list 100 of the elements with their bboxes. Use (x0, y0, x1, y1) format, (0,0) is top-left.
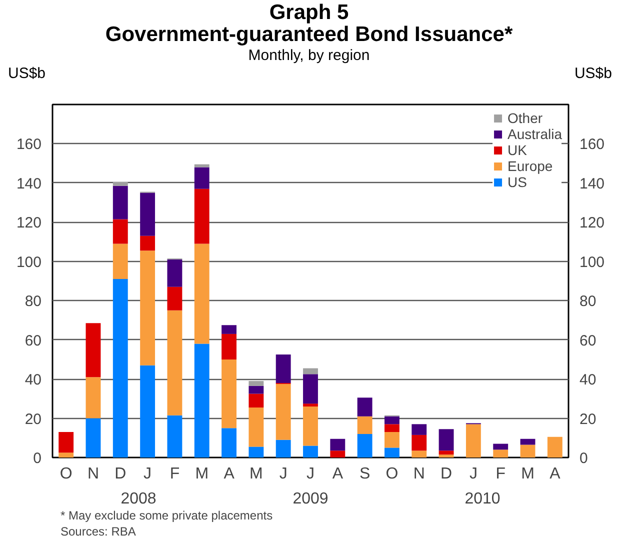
bar (222, 428, 236, 458)
bar (384, 432, 400, 448)
bar (438, 454, 454, 458)
x-tick-label: A (550, 466, 561, 482)
bar (140, 236, 156, 251)
bar (194, 164, 210, 168)
text: * May exclude some private placements (60, 508, 273, 522)
bar (276, 384, 291, 440)
x-tick-label: J (144, 466, 152, 482)
bar (384, 424, 400, 432)
bar (222, 325, 236, 334)
bar (248, 386, 264, 394)
bar (520, 438, 536, 445)
x-tick-label: O (386, 466, 398, 482)
bar (303, 446, 318, 458)
bar (248, 394, 264, 408)
bar (112, 279, 128, 458)
bar (167, 286, 182, 310)
y2-axis-title: US$b (574, 65, 612, 83)
bar (167, 259, 182, 287)
bar (357, 398, 372, 416)
bar (248, 407, 264, 447)
legend-label: Europe (508, 158, 553, 174)
x-tick-label: N (413, 466, 425, 482)
x-tick-label: D (114, 466, 126, 482)
x-tick-label: J (279, 466, 288, 482)
bar (384, 448, 400, 458)
bar (493, 444, 508, 450)
x-tick-label: A (224, 466, 235, 482)
bar (194, 344, 210, 458)
bar (167, 415, 182, 458)
text: 2010 (464, 490, 500, 508)
bar (194, 167, 210, 189)
y2-tick-label: 140 (580, 175, 605, 192)
y-tick-label: 60 (24, 332, 42, 350)
y-tick-label: 0 (33, 450, 42, 467)
bar (276, 440, 291, 458)
bar (112, 244, 128, 280)
legend-label: Australia (508, 126, 562, 142)
x-tick-label: O (60, 466, 72, 482)
chart-subtitle: Monthly, by region (247, 46, 371, 65)
bar (466, 424, 481, 458)
legend-label: US (508, 174, 528, 190)
y2-tick-label: 100 (580, 254, 605, 271)
bar (303, 374, 318, 404)
bar (438, 429, 454, 451)
bar (140, 192, 156, 236)
bar (86, 377, 101, 418)
bar (384, 416, 400, 424)
bar (248, 446, 264, 458)
bar (112, 219, 128, 244)
bar (222, 359, 236, 428)
bar (86, 418, 101, 458)
x-tick-label: J (469, 466, 478, 482)
x-tick-label: S (359, 466, 370, 482)
bar (167, 310, 182, 416)
y-tick-label: 100 (16, 254, 42, 271)
y-tick-label: 160 (16, 136, 42, 154)
bar (276, 354, 291, 383)
y-tick-label: 140 (16, 175, 42, 192)
x-tick-label: F (496, 466, 506, 482)
x-tick-label: F (170, 466, 180, 482)
x-tick-label: M (250, 466, 263, 482)
y2-tick-label: 80 (580, 293, 596, 310)
source-note: Sources: RBA (60, 524, 136, 536)
bar (412, 450, 427, 458)
x-tick-label: J (306, 466, 314, 482)
bar (112, 182, 128, 186)
y2-tick-label: 40 (580, 372, 596, 389)
x-tick-label: D (440, 466, 452, 482)
bar (520, 444, 536, 458)
bar (330, 450, 346, 458)
bar (330, 438, 346, 451)
y2-tick-label: 0 (580, 450, 588, 467)
bar (357, 434, 372, 458)
x-tick-label: M (521, 466, 534, 482)
text: 2008 (120, 490, 156, 508)
bar (58, 432, 74, 453)
bar (248, 381, 264, 386)
bar (412, 434, 427, 451)
bar (303, 404, 318, 407)
y2-tick-label: 160 (580, 136, 605, 154)
chart-title: Graph 5 Government-guaranteed Bond Issuance* (104, 1, 514, 46)
bar (438, 450, 454, 455)
text: 2009 (292, 490, 328, 508)
x-tick-label: A (332, 466, 344, 482)
y-tick-label: 20 (24, 410, 42, 428)
legend-label: Other (508, 110, 543, 126)
bar (140, 250, 156, 366)
bar (357, 416, 372, 434)
y2-tick-label: 120 (580, 214, 605, 232)
bar (140, 365, 156, 458)
bar (303, 368, 318, 374)
legend-label: UK (508, 142, 528, 158)
bar (194, 188, 210, 244)
y-tick-label: 120 (16, 214, 42, 232)
bar (194, 244, 210, 344)
bar (547, 436, 562, 458)
y-tick-label: 40 (24, 372, 42, 389)
bar (86, 323, 101, 378)
